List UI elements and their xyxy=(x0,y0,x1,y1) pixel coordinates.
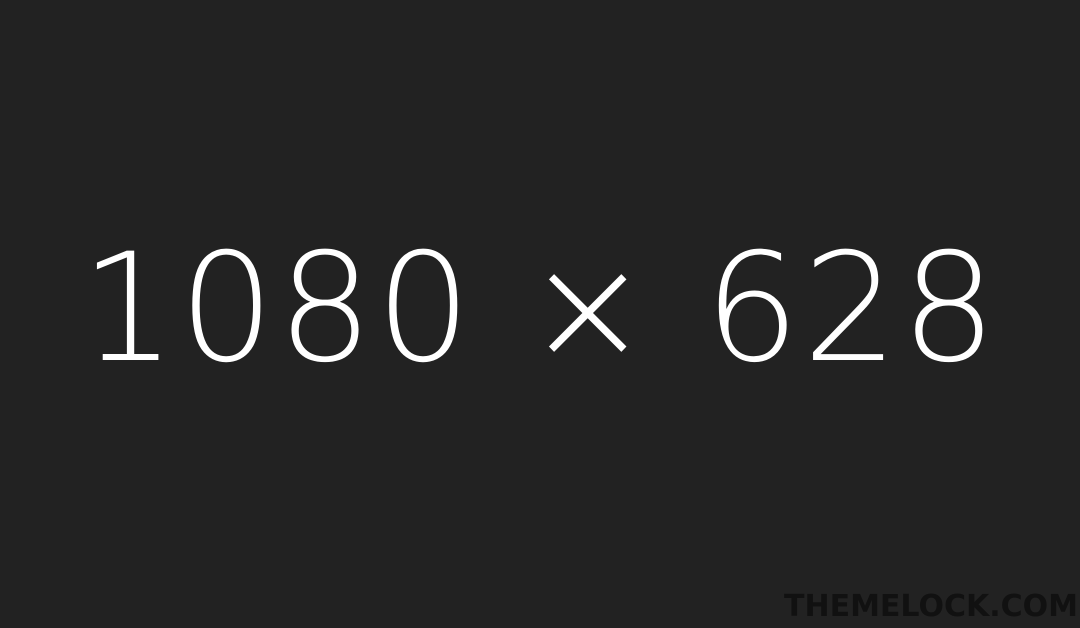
dimensions-text: 1080 × 628 xyxy=(80,222,1000,396)
watermark: THEMELOCK.COM xyxy=(784,589,1078,624)
